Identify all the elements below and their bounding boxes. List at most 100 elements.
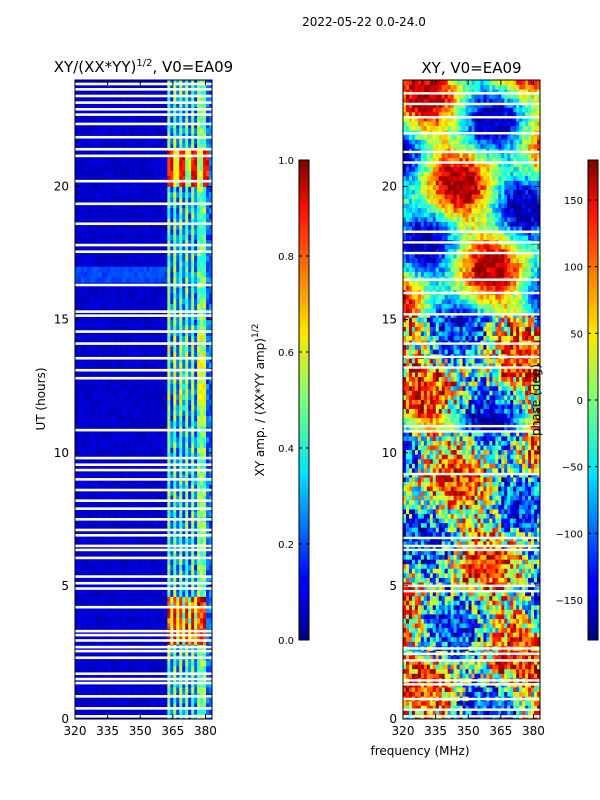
amp-heatmap-cell	[116, 537, 121, 544]
figure-suptitle: 2022-05-22 0.0-24.0	[302, 15, 426, 29]
amp-heatmap-cell	[86, 154, 91, 161]
amp-heatmap-cell	[140, 245, 144, 251]
amp-heatmap-cell	[143, 298, 147, 305]
amp-heatmap-cell	[131, 447, 135, 454]
amp-heatmap-cell	[131, 431, 135, 438]
amp-heatmap-cell	[146, 490, 150, 496]
amp-heatmap-cell	[104, 559, 109, 565]
amp-heatmap-cell	[188, 596, 192, 603]
amp-heatmap-cell	[149, 623, 153, 629]
amp-heatmap-cell	[116, 511, 121, 518]
amp-heatmap-cell	[89, 245, 94, 251]
amp-heatmap-cell	[194, 170, 198, 177]
amp-heatmap-cell	[116, 207, 121, 214]
amp-heatmap-cell	[107, 159, 112, 166]
amp-heatmap-cell	[167, 591, 171, 597]
amp-heatmap-cell	[86, 596, 91, 603]
amp-heatmap-cell	[119, 474, 124, 480]
amp-heatmap-cell	[113, 143, 118, 150]
amp-heatmap-cell	[206, 660, 210, 667]
amp-heatmap-cell	[143, 197, 147, 203]
amp-heatmap-cell	[107, 138, 112, 145]
amp-heatmap-cell	[167, 431, 171, 438]
amp-heatmap-cell	[137, 154, 141, 161]
amp-heatmap-cell	[95, 388, 100, 395]
amp-heatmap-cell	[176, 261, 180, 267]
amp-heatmap-cell	[146, 623, 150, 629]
amp-heatmap-cell	[191, 697, 195, 704]
amp-heatmap-cell	[203, 314, 207, 321]
amp-heatmap-cell	[143, 521, 147, 528]
amp-heatmap-cell	[137, 245, 141, 251]
amp-heatmap-cell	[101, 559, 106, 565]
amp-heatmap-cell	[143, 239, 147, 246]
amp-heatmap-cell	[86, 255, 91, 262]
amp-heatmap-cell	[140, 474, 144, 480]
amp-heatmap-cell	[209, 149, 212, 155]
amp-heatmap-cell	[95, 660, 100, 667]
amp-heatmap-cell	[75, 479, 79, 486]
amp-heatmap-cell	[170, 484, 174, 491]
amp-heatmap-cell	[161, 468, 165, 475]
amp-heatmap-cell	[89, 442, 94, 448]
amp-heatmap-cell	[101, 500, 106, 507]
amp-heatmap-cell	[203, 223, 207, 230]
amp-heatmap-cell	[122, 521, 127, 528]
amp-heatmap-cell	[170, 442, 174, 448]
amp-heatmap-cell	[152, 442, 156, 448]
amp-heatmap-cell	[140, 191, 144, 198]
amp-heatmap-cell	[80, 569, 85, 576]
amp-heatmap-cell	[107, 261, 112, 267]
amp-heatmap-cell	[176, 165, 180, 171]
amp-heatmap-cell	[167, 436, 171, 443]
amp-heatmap-cell	[155, 202, 159, 209]
amp-heatmap-cell	[86, 186, 91, 193]
amp-heatmap-cell	[110, 303, 115, 310]
amp-heatmap-cell	[167, 213, 171, 219]
amp-heatmap-cell	[75, 463, 79, 470]
amp-heatmap-cell	[98, 218, 103, 225]
amp-heatmap-cell	[125, 596, 130, 603]
amp-heatmap-cell	[146, 404, 150, 411]
amp-heatmap-cell	[185, 266, 189, 273]
amp-heatmap-cell	[98, 293, 103, 299]
amp-heatmap-cell	[197, 511, 201, 518]
amp-heatmap-cell	[86, 277, 91, 283]
amp-heatmap-cell	[149, 314, 153, 321]
amp-heatmap-cell	[116, 346, 121, 352]
amp-heatmap-cell	[125, 234, 130, 241]
amp-heatmap-cell	[185, 617, 189, 624]
amp-heatmap-cell	[83, 154, 88, 161]
amp-heatmap-cell	[119, 537, 124, 544]
amp-heatmap-cell	[140, 186, 144, 193]
amp-heatmap-cell	[203, 170, 207, 177]
amp-heatmap-cell	[155, 383, 159, 390]
amp-heatmap-cell	[182, 404, 186, 411]
amp-heatmap-cell	[80, 681, 85, 688]
amp-heatmap-cell	[128, 415, 132, 422]
amp-heatmap-cell	[131, 229, 135, 235]
amp-heatmap-cell	[206, 191, 210, 198]
amp-heatmap-cell	[119, 468, 124, 475]
amp-heatmap-cell	[161, 271, 165, 278]
amp-heatmap-cell	[155, 207, 159, 214]
amp-heatmap-cell	[194, 521, 198, 528]
amp-heatmap-cell	[155, 239, 159, 246]
amp-heatmap-cell	[164, 623, 168, 629]
amp-heatmap-cell	[161, 372, 165, 379]
amp-heatmap-cell	[191, 170, 195, 177]
amp-heatmap-cell	[143, 452, 147, 459]
amp-heatmap-cell	[170, 298, 174, 305]
amp-heatmap-cell	[116, 362, 121, 368]
amp-heatmap-cell	[203, 431, 207, 438]
amp-heatmap-cell	[203, 239, 207, 246]
amp-heatmap-cell	[188, 383, 192, 390]
amp-heatmap-cell	[164, 399, 168, 406]
amp-heatmap-cell	[134, 149, 138, 155]
amp-heatmap-cell	[140, 298, 144, 305]
amp-heatmap-cell	[170, 633, 174, 640]
amp-heatmap-cell	[128, 564, 132, 571]
amp-heatmap-cell	[77, 213, 82, 219]
amp-heatmap-cell	[137, 458, 141, 464]
amp-heatmap-cell	[161, 665, 165, 672]
